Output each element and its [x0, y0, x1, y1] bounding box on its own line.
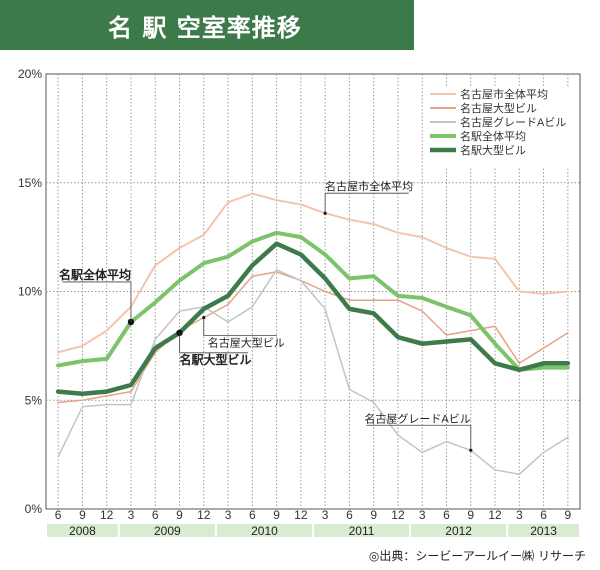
y-tick-label: 20%: [18, 67, 42, 81]
x-tick-label: 12: [488, 508, 502, 522]
year-band: [314, 524, 410, 537]
series-line: [55, 241, 571, 396]
year-band: [411, 524, 507, 537]
x-tick-label: 3: [128, 508, 135, 522]
y-tick-label: 5%: [25, 393, 43, 407]
x-tick-label: 9: [176, 508, 183, 522]
legend-label: 名駅大型ビル: [460, 143, 526, 157]
x-tick-label: 3: [322, 508, 329, 522]
x-tick-label: 12: [294, 508, 308, 522]
x-tick-label: 9: [79, 508, 86, 522]
year-label: 2011: [349, 524, 375, 538]
y-tick-label: 0%: [25, 502, 43, 516]
x-tick-label: 6: [55, 508, 62, 522]
year-label: 2009: [154, 524, 181, 538]
x-tick-label: 6: [443, 508, 450, 522]
year-band: [47, 524, 118, 537]
legend-label: 名古屋グレードAビル: [460, 115, 566, 129]
annotation-label: 名古屋大型ビル: [208, 336, 285, 350]
title-banner: 名 駅 空室率推移: [0, 0, 414, 50]
x-tick-label: 3: [516, 508, 523, 522]
annotation-label: 名駅大型ビル: [180, 352, 252, 367]
year-label: 2008: [69, 524, 96, 538]
legend-label: 名古屋市全体平均: [460, 87, 548, 101]
x-tick-label: 3: [225, 508, 232, 522]
x-tick-label: 6: [152, 508, 159, 522]
year-label: 2013: [530, 524, 557, 538]
x-tick-label: 12: [391, 508, 405, 522]
x-tick-label: 3: [419, 508, 426, 522]
annotation-label: 名駅全体平均: [59, 267, 131, 282]
annotation-label: 名古屋グレードAビル: [364, 411, 470, 425]
series-line: [57, 269, 569, 475]
x-tick-label: 12: [100, 508, 114, 522]
x-tick-label: 9: [467, 508, 474, 522]
y-tick-label: 10%: [18, 285, 42, 299]
series-line: [56, 230, 570, 372]
x-tick-label: 12: [197, 508, 211, 522]
chart-title: 名 駅 空室率推移: [108, 13, 302, 42]
series-line: [57, 192, 569, 354]
x-tick-label: 9: [273, 508, 280, 522]
y-tick-label: 15%: [18, 176, 42, 190]
year-label: 2010: [251, 524, 278, 538]
x-tick-label: 9: [565, 508, 572, 522]
x-tick-label: 9: [370, 508, 377, 522]
year-label: 2012: [445, 524, 472, 538]
legend-label: 名古屋大型ビル: [460, 101, 537, 115]
year-band: [216, 524, 312, 537]
annotation-label: 名古屋市全体平均: [325, 179, 413, 193]
x-tick-label: 6: [249, 508, 256, 522]
year-band: [119, 524, 215, 537]
source-note: ◎出典：シービーアールイー㈱ リサーチ: [368, 549, 586, 563]
legend-box: [424, 86, 572, 168]
legend-label: 名駅全体平均: [460, 129, 526, 143]
x-tick-label: 6: [540, 508, 547, 522]
x-tick-label: 6: [346, 508, 353, 522]
year-band: [508, 524, 579, 537]
